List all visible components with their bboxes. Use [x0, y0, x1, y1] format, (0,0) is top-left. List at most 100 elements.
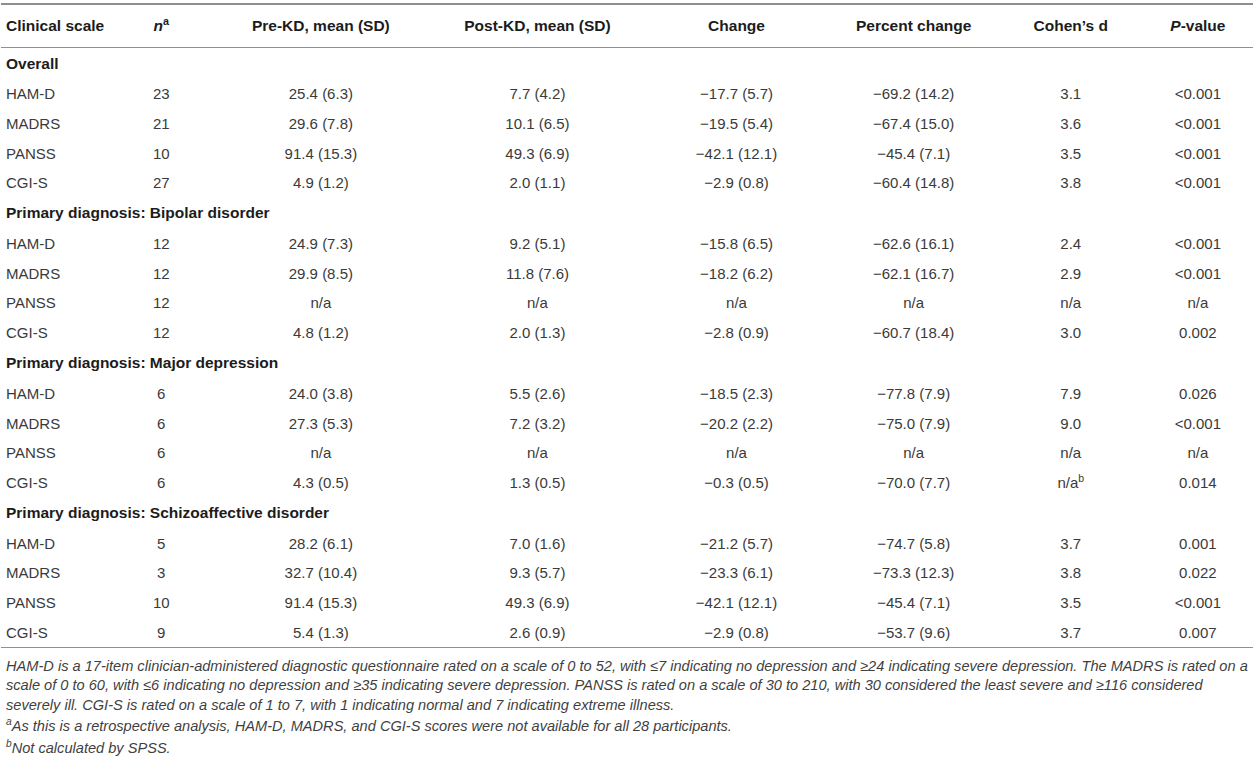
- value-cell: 12: [111, 288, 211, 318]
- row-label-cell: CGI-S: [1, 468, 111, 498]
- value-cell: −2.9 (0.8): [645, 168, 829, 198]
- value-cell: −62.6 (16.1): [829, 229, 999, 259]
- value-cell: −70.0 (7.7): [829, 468, 999, 498]
- row-label-cell: HAM-D: [1, 379, 111, 409]
- value-cell: 4.9 (1.2): [211, 168, 430, 198]
- section-title: Overall: [1, 48, 1253, 80]
- column-header-p-value: P-value: [1143, 4, 1253, 48]
- value-cell: 3.7: [999, 617, 1143, 647]
- value-cell: 0.001: [1143, 528, 1253, 558]
- value-cell: −67.4 (15.0): [829, 109, 999, 139]
- value-cell: −2.8 (0.9): [645, 318, 829, 348]
- value-cell: −21.2 (5.7): [645, 528, 829, 558]
- value-cell: 9: [111, 617, 211, 647]
- value-cell: 3.5: [999, 138, 1143, 168]
- value-cell: <0.001: [1143, 588, 1253, 618]
- row-label-cell: MADRS: [1, 408, 111, 438]
- value-cell: 3.6: [999, 109, 1143, 139]
- value-cell: n/a: [430, 288, 644, 318]
- column-header-change: Change: [645, 4, 829, 48]
- value-cell: −23.3 (6.1): [645, 558, 829, 588]
- value-cell: −53.7 (9.6): [829, 617, 999, 647]
- section-title: Primary diagnosis: Schizoaffective disor…: [1, 497, 1253, 528]
- value-cell: 7.7 (4.2): [430, 79, 644, 109]
- row-label-cell: CGI-S: [1, 318, 111, 348]
- table-body: OverallHAM-D2325.4 (6.3)7.7 (4.2)−17.7 (…: [1, 48, 1253, 648]
- section-header-row: Primary diagnosis: Major depression: [1, 348, 1253, 379]
- value-cell: 0.014: [1143, 468, 1253, 498]
- value-cell: −77.8 (7.9): [829, 379, 999, 409]
- value-cell: 27.3 (5.3): [211, 408, 430, 438]
- value-cell: 4.3 (0.5): [211, 468, 430, 498]
- row-label-cell: HAM-D: [1, 229, 111, 259]
- value-cell: 10.1 (6.5): [430, 109, 644, 139]
- value-cell: 4.8 (1.2): [211, 318, 430, 348]
- value-cell: 12: [111, 318, 211, 348]
- footnotes: HAM-D is a 17-item clinician-administere…: [1, 648, 1253, 758]
- value-cell: 3.8: [999, 558, 1143, 588]
- table-row: CGI-S64.3 (0.5)1.3 (0.5)−0.3 (0.5)−70.0 …: [1, 468, 1253, 498]
- table-row: HAM-D624.0 (3.8)5.5 (2.6)−18.5 (2.3)−77.…: [1, 379, 1253, 409]
- table-row: HAM-D1224.9 (7.3)9.2 (5.1)−15.8 (6.5)−62…: [1, 229, 1253, 259]
- value-cell: n/a: [829, 438, 999, 468]
- value-cell: −62.1 (16.7): [829, 258, 999, 288]
- table-row: MADRS332.7 (10.4)9.3 (5.7)−23.3 (6.1)−73…: [1, 558, 1253, 588]
- value-cell: 12: [111, 258, 211, 288]
- value-cell: n/a: [999, 288, 1143, 318]
- value-cell: −20.2 (2.2): [645, 408, 829, 438]
- column-header-percent-change: Percent change: [829, 4, 999, 48]
- value-cell: 29.9 (8.5): [211, 258, 430, 288]
- row-label-cell: MADRS: [1, 109, 111, 139]
- row-label-cell: PANSS: [1, 438, 111, 468]
- results-table: Clinical scalenaPre-KD, mean (SD)Post-KD…: [1, 3, 1253, 648]
- column-header-cohen-s-d: Cohen’s d: [999, 4, 1143, 48]
- value-cell: 6: [111, 408, 211, 438]
- value-cell: −69.2 (14.2): [829, 79, 999, 109]
- value-cell: 12: [111, 229, 211, 259]
- row-label-cell: CGI-S: [1, 617, 111, 647]
- value-cell: 7.0 (1.6): [430, 528, 644, 558]
- value-cell: −60.4 (14.8): [829, 168, 999, 198]
- value-cell: 6: [111, 379, 211, 409]
- value-cell: <0.001: [1143, 109, 1253, 139]
- row-label-cell: PANSS: [1, 588, 111, 618]
- value-cell: −75.0 (7.9): [829, 408, 999, 438]
- footnote-b: bNot calculated by SPSS.: [6, 739, 1249, 758]
- value-cell: n/a: [430, 438, 644, 468]
- value-cell: 2.9: [999, 258, 1143, 288]
- column-header-na: na: [111, 4, 211, 48]
- table-row: CGI-S95.4 (1.3)2.6 (0.9)−2.9 (0.8)−53.7 …: [1, 617, 1253, 647]
- value-cell: n/a: [211, 288, 430, 318]
- value-cell: <0.001: [1143, 138, 1253, 168]
- value-cell: n/a: [645, 288, 829, 318]
- value-cell: 5.4 (1.3): [211, 617, 430, 647]
- value-cell: −17.7 (5.7): [645, 79, 829, 109]
- section-header-row: Primary diagnosis: Bipolar disorder: [1, 198, 1253, 229]
- footnote-general: HAM-D is a 17-item clinician-administere…: [6, 657, 1249, 715]
- value-cell: 0.022: [1143, 558, 1253, 588]
- footnote-a-text: As this is a retrospective analysis, HAM…: [12, 718, 732, 734]
- value-cell: −2.9 (0.8): [645, 617, 829, 647]
- column-header-pre-kd-mean-sd: Pre-KD, mean (SD): [211, 4, 430, 48]
- table-row: PANSS6n/an/an/an/an/an/a: [1, 438, 1253, 468]
- value-cell: 2.6 (0.9): [430, 617, 644, 647]
- row-label-cell: CGI-S: [1, 168, 111, 198]
- value-cell: n/a: [1143, 288, 1253, 318]
- value-cell: 6: [111, 468, 211, 498]
- value-cell: 24.0 (3.8): [211, 379, 430, 409]
- value-cell: n/a: [211, 438, 430, 468]
- table-row: CGI-S274.9 (1.2)2.0 (1.1)−2.9 (0.8)−60.4…: [1, 168, 1253, 198]
- value-cell: 10: [111, 138, 211, 168]
- value-cell: 11.8 (7.6): [430, 258, 644, 288]
- header-row: Clinical scalenaPre-KD, mean (SD)Post-KD…: [1, 4, 1253, 48]
- value-cell: n/ab: [999, 468, 1143, 498]
- value-cell: −45.4 (7.1): [829, 588, 999, 618]
- table-row: PANSS1091.4 (15.3)49.3 (6.9)−42.1 (12.1)…: [1, 138, 1253, 168]
- value-cell: 3.8: [999, 168, 1143, 198]
- table-row: MADRS627.3 (5.3)7.2 (3.2)−20.2 (2.2)−75.…: [1, 408, 1253, 438]
- value-cell: 3: [111, 558, 211, 588]
- value-cell: 9.3 (5.7): [430, 558, 644, 588]
- table-row: HAM-D528.2 (6.1)7.0 (1.6)−21.2 (5.7)−74.…: [1, 528, 1253, 558]
- value-cell: <0.001: [1143, 79, 1253, 109]
- value-cell: 91.4 (15.3): [211, 138, 430, 168]
